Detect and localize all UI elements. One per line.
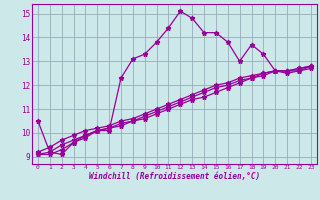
X-axis label: Windchill (Refroidissement éolien,°C): Windchill (Refroidissement éolien,°C)	[89, 172, 260, 181]
